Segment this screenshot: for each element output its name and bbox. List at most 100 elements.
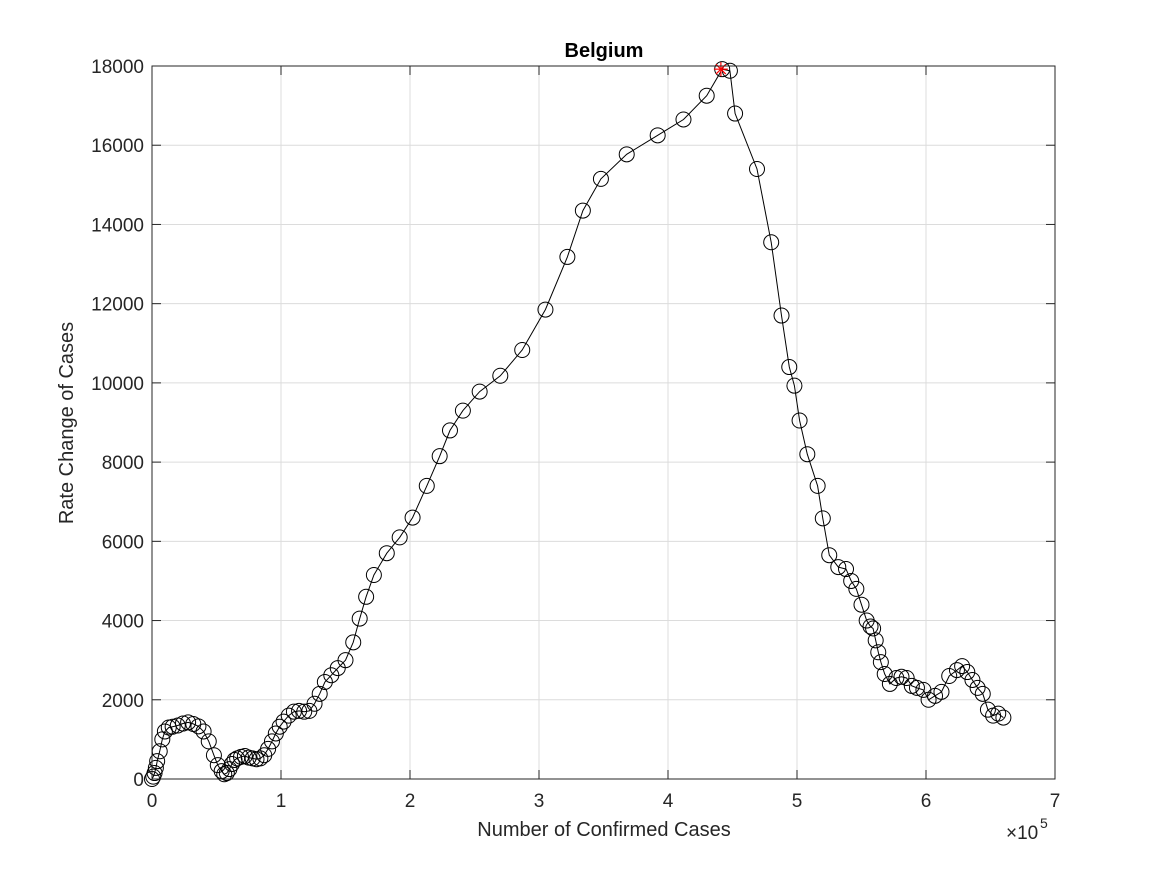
series-line [151, 68, 1004, 780]
data-point [830, 559, 847, 576]
data-point [218, 765, 235, 782]
data-point [418, 477, 435, 494]
data-point [174, 715, 191, 732]
data-point [391, 529, 408, 546]
data-point [592, 170, 609, 187]
data-point [727, 105, 744, 122]
data-point [296, 703, 313, 720]
y-tick-label: 14000 [91, 215, 144, 236]
data-point [209, 757, 226, 774]
y-axis-label: Rate Change of Cases [56, 322, 78, 524]
data-point [853, 596, 870, 613]
data-point [959, 664, 976, 681]
data-point [271, 718, 288, 735]
data-point [888, 669, 905, 686]
tick-labels: 0 1 2 3 4 5 6 7 0 2000 4000 6000 8000 10000 12000 14000… [91, 57, 1060, 812]
data-point [146, 765, 163, 782]
data-point [537, 301, 554, 318]
data-point [979, 701, 996, 718]
data-point [848, 580, 865, 597]
data-point [698, 87, 715, 104]
data-point [280, 707, 297, 724]
y-tick-label: 6000 [102, 532, 144, 553]
data-point [306, 695, 323, 712]
data-point [809, 477, 826, 494]
data-point [867, 632, 884, 649]
data-point [908, 679, 925, 696]
data-point [378, 545, 395, 562]
data-point [948, 662, 965, 679]
axes-box [151, 65, 1056, 780]
x-axis-label: Number of Confirmed Cases [477, 819, 730, 841]
y-tick-label: 10000 [91, 374, 144, 395]
data-point [990, 705, 1007, 722]
data-point [649, 127, 666, 144]
data-point [351, 610, 368, 627]
y-tick-label: 12000 [91, 295, 144, 316]
grid-lines [151, 65, 1056, 780]
data-point [263, 733, 280, 750]
data-point [559, 248, 576, 265]
data-point [285, 703, 302, 720]
data-point [441, 422, 458, 439]
data-point [821, 547, 838, 564]
y-tick-label: 0 [133, 770, 144, 791]
data-point [431, 448, 448, 465]
data-point [881, 675, 898, 692]
data-point [574, 202, 591, 219]
data-point [514, 342, 531, 359]
data-point [205, 747, 222, 764]
data-point [893, 668, 910, 685]
data-point [870, 644, 887, 661]
x-tick-label: 5 [792, 791, 803, 812]
data-point [974, 685, 991, 702]
data-point [337, 652, 354, 669]
data-point [275, 713, 292, 730]
data-point [195, 723, 212, 740]
y-tick-label: 8000 [102, 453, 144, 474]
x-axis-exponent-power: 5 [1040, 815, 1048, 831]
y-tick-label: 4000 [102, 612, 144, 633]
data-point [404, 509, 421, 526]
y-tick-label: 18000 [91, 57, 144, 78]
data-point [964, 671, 981, 688]
data-point [618, 146, 635, 163]
data-point [164, 718, 181, 735]
data-point [843, 572, 860, 589]
chart-title: Belgium [565, 40, 644, 62]
data-point [814, 510, 831, 527]
x-axis-exponent: ×10 [1006, 823, 1038, 844]
x-tick-label: 1 [276, 791, 287, 812]
x-tick-label: 3 [534, 791, 545, 812]
data-point [799, 446, 816, 463]
data-point [786, 377, 803, 394]
data-point [675, 111, 692, 128]
data-point [358, 588, 375, 605]
y-tick-label: 16000 [91, 136, 144, 157]
data-point [316, 673, 333, 690]
data-point [876, 666, 893, 683]
x-tick-label: 2 [405, 791, 416, 812]
data-point [147, 759, 164, 776]
data-point [838, 561, 855, 578]
y-tick-label: 2000 [102, 691, 144, 712]
data-point [749, 160, 766, 177]
data-point [492, 367, 509, 384]
x-tick-label: 0 [147, 791, 158, 812]
data-point [773, 307, 790, 324]
data-point [311, 685, 328, 702]
data-point [471, 383, 488, 400]
data-point [954, 658, 971, 675]
data-point [791, 412, 808, 429]
x-tick-label: 6 [921, 791, 932, 812]
data-point [156, 723, 173, 740]
x-tick-label: 7 [1050, 791, 1061, 812]
data-point [933, 683, 950, 700]
data-point [291, 702, 308, 719]
data-point [969, 679, 986, 696]
data-point [862, 618, 879, 635]
data-point [872, 654, 889, 671]
data-point [365, 567, 382, 584]
x-tick-label: 4 [663, 791, 674, 812]
